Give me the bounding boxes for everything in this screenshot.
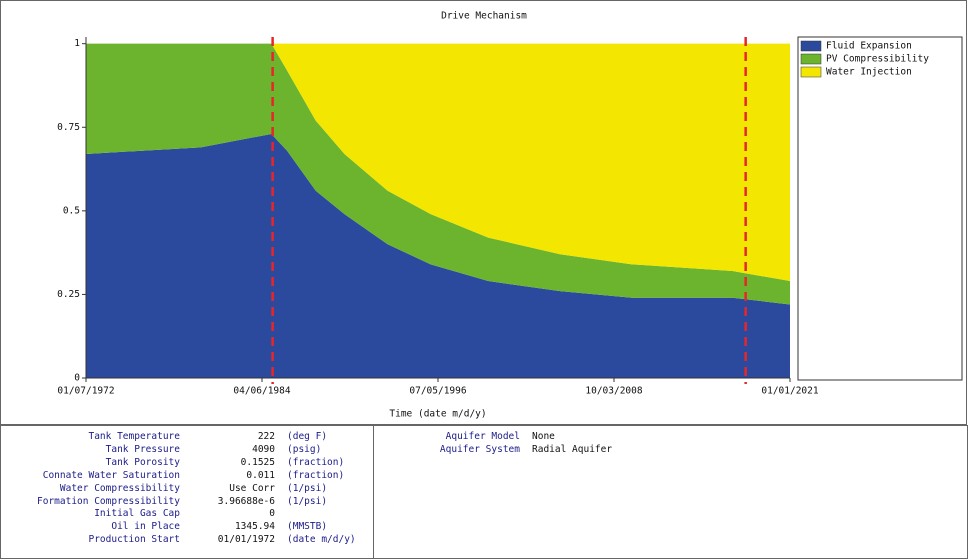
property-value: 0.1525 [240,456,275,468]
property-label: Water Compressibility [59,482,180,494]
property-value: 0 [269,508,275,520]
property-unit: (1/psi) [287,495,328,507]
y-tick-label: 1 [74,38,80,49]
chart: Drive Mechanism Time (date m/d/y) 0 0.25 0… [0,0,967,425]
property-label: Initial Gas Cap [94,508,180,520]
aquifer-label: Aquifer Model [445,431,520,442]
legend-box [797,36,963,381]
x-tick-label: 01/07/1972 [57,386,114,397]
property-label: Formation Compressibility [37,495,180,507]
area-series [86,133,790,378]
x-tick-label: 10/03/2008 [585,386,642,397]
property-label: Connate Water Saturation [42,469,180,481]
property-label: Tank Pressure [105,443,180,455]
chart-title: Drive Mechanism [441,11,527,22]
property-value: Use Corr [229,482,275,494]
x-axis-label: Time (date m/d/y) [389,409,486,420]
property-value: 4090 [252,443,275,455]
property-unit: (date m/d/y) [287,534,356,546]
property-unit: (fraction) [287,456,345,468]
y-tick-label: 0 [74,373,80,384]
legend-label: Water Injection [826,67,912,78]
property-label: Oil in Place [111,521,180,533]
legend-swatch [800,53,822,65]
legend-label: Fluid Expansion [826,41,912,52]
aquifer-properties: Aquifer Model None Aquifer System Radial Aq… [374,426,964,558]
aquifer-label: Aquifer System [439,443,520,455]
property-unit: (MMSTB) [287,521,328,533]
property-value: 0.011 [246,469,275,481]
property-unit: (psig) [287,443,322,455]
property-value: 3.96688e-6 [217,495,275,507]
property-unit: (fraction) [287,469,345,481]
aquifer-value: Radial Aquifer [532,443,613,455]
property-label: Production Start [88,534,180,546]
x-tick-label: 04/06/1984 [233,386,290,397]
property-value: 222 [257,431,275,442]
property-value: 01/01/1972 [217,534,275,546]
tank-properties: Tank Temperature 222 (deg F) Tank Pressure 4… [1,426,374,558]
property-unit: (deg F) [287,431,328,442]
legend-swatch [800,66,822,78]
legend-label: PV Compressibility [826,54,929,65]
y-tick-label: 0.25 [57,289,80,300]
legend-swatch [800,40,822,52]
property-label: Tank Temperature [88,431,180,442]
aquifer-value: None [532,431,555,442]
x-tick-label: 07/05/1996 [409,386,466,397]
property-value: 1345.94 [234,521,275,533]
area-series [86,43,790,282]
area-series [86,43,790,305]
properties-panel: Tank Temperature 222 (deg F) Tank Pressure 4… [0,425,968,559]
y-tick-label: 0.5 [63,205,80,216]
property-label: Tank Porosity [105,456,180,468]
plot-area [86,37,790,378]
property-unit: (1/psi) [287,482,328,494]
x-tick-label: 01/01/2021 [761,386,818,397]
y-tick-label: 0.75 [57,122,80,133]
